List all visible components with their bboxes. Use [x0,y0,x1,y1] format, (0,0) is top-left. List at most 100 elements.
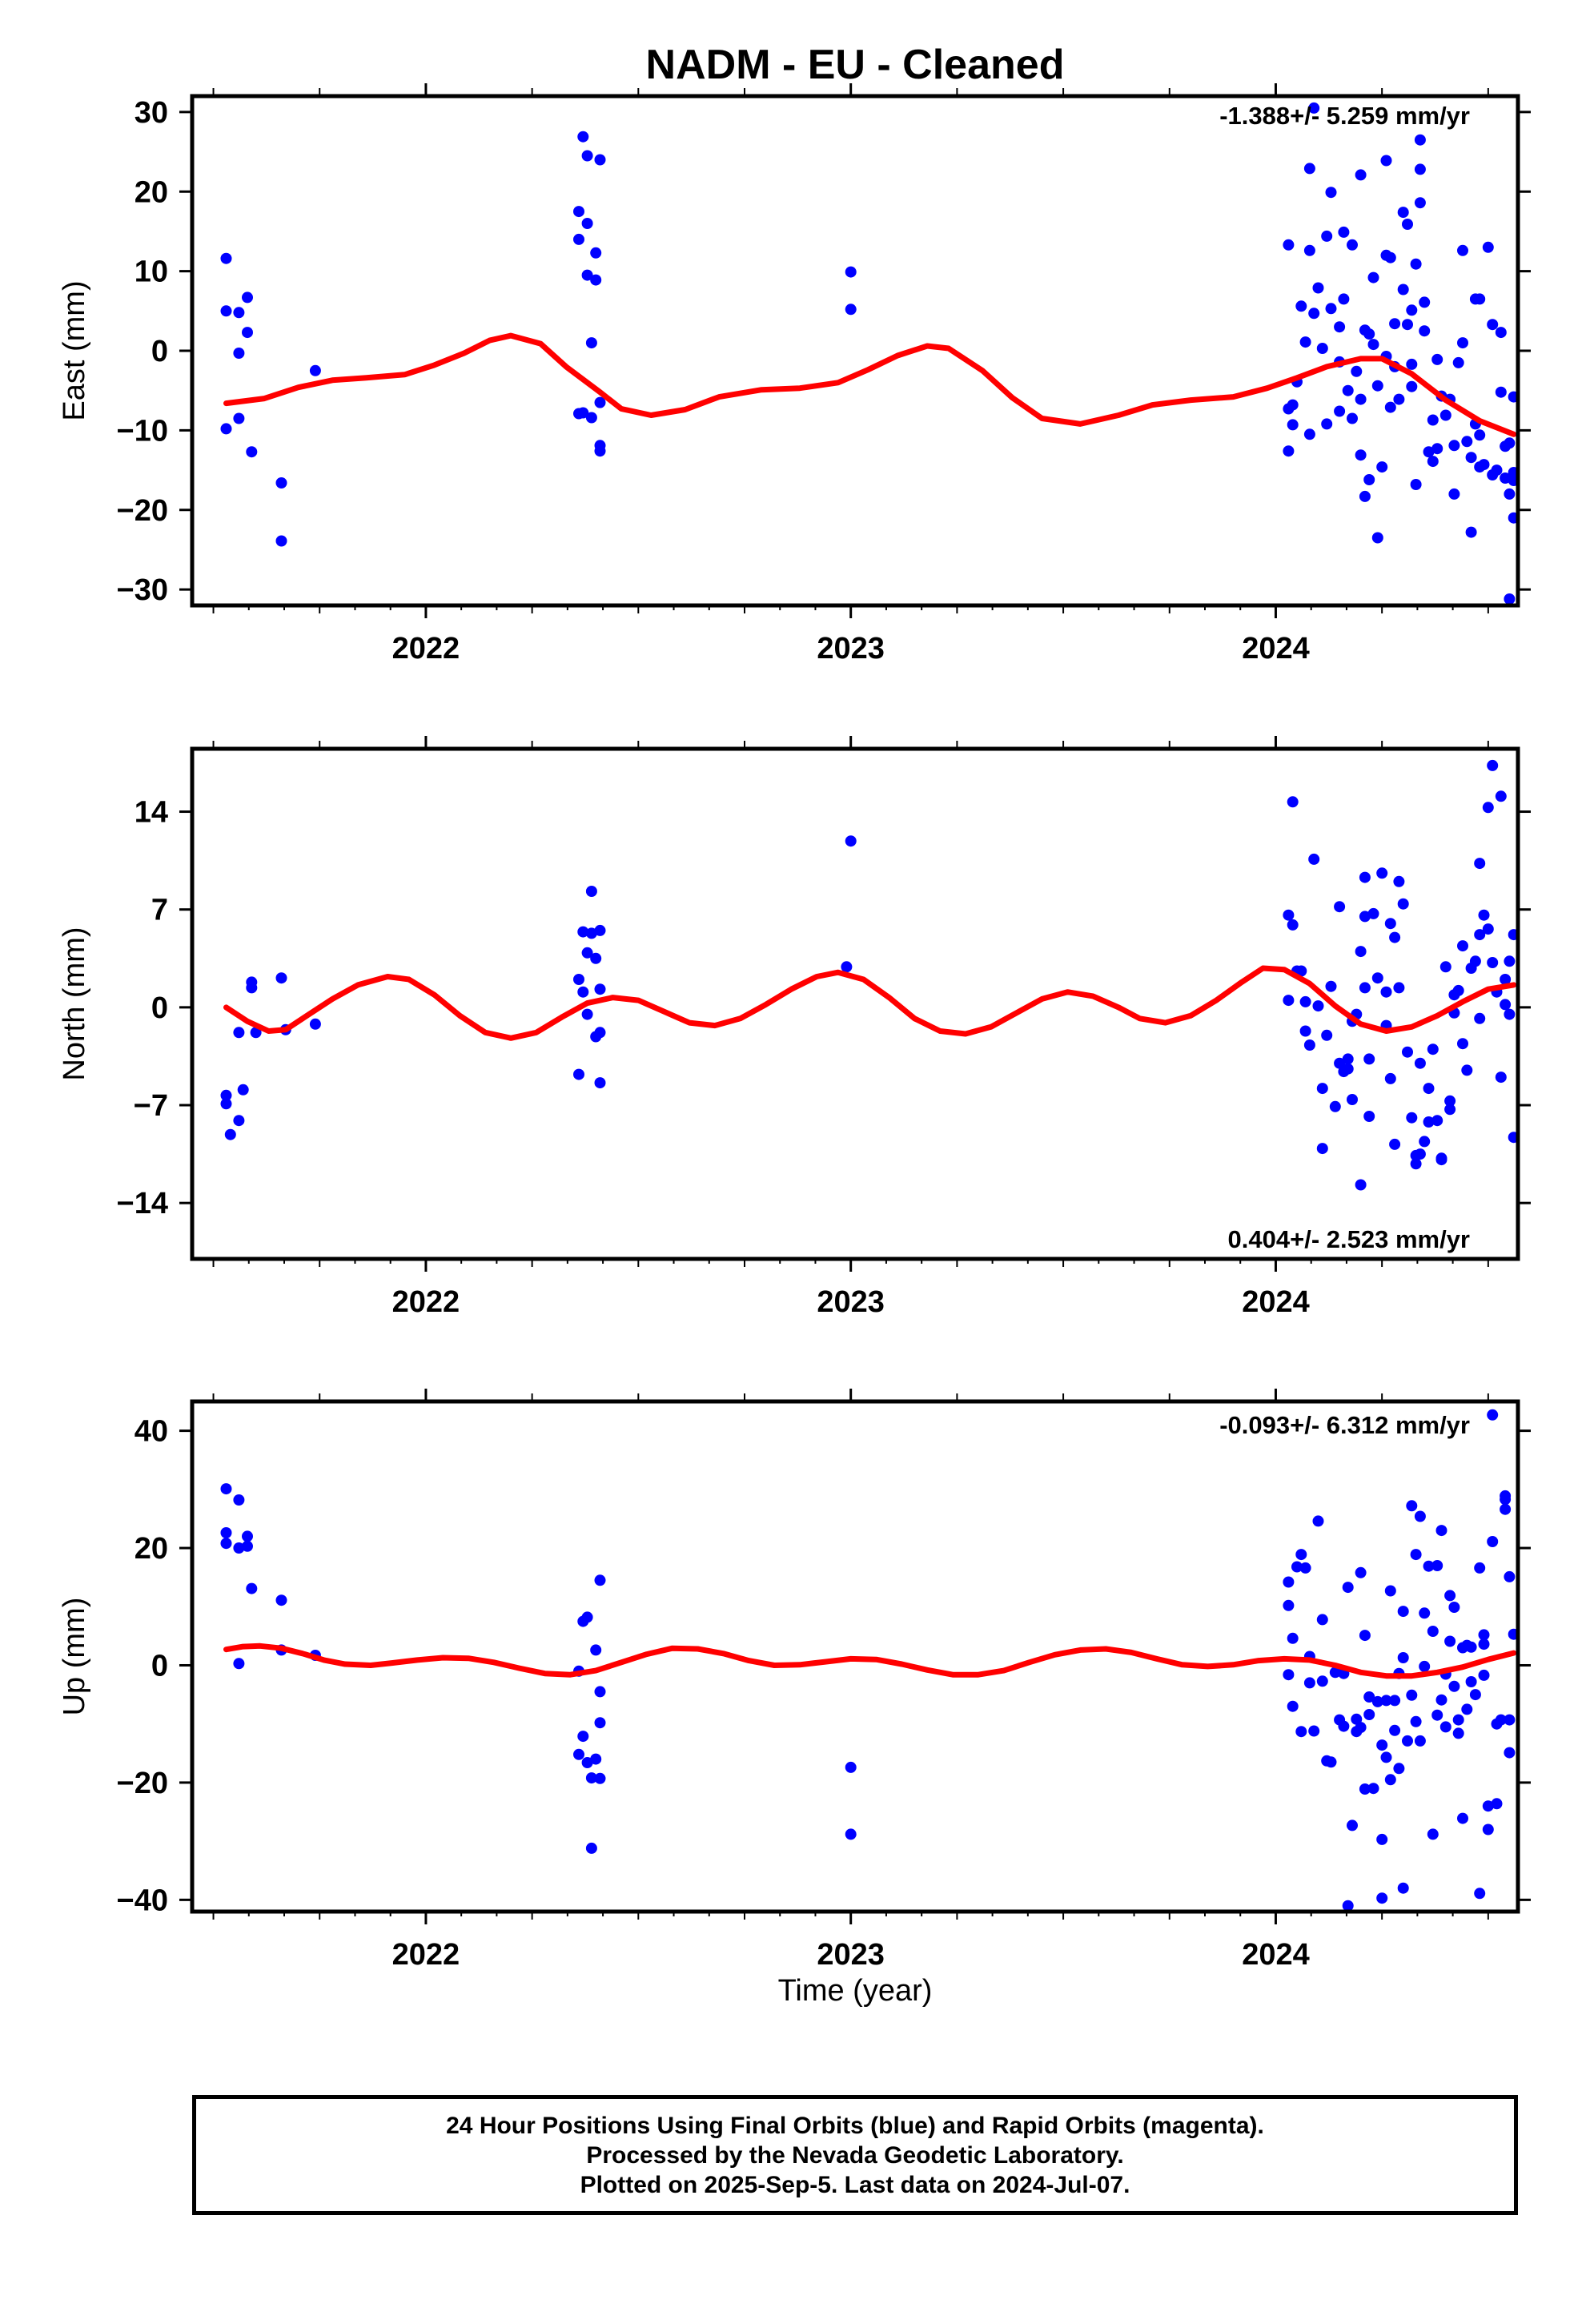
data-point [1419,296,1431,308]
data-point [845,304,857,316]
data-point [1397,207,1409,219]
y-tick-label: −20 [117,1767,168,1800]
data-point [1283,445,1295,457]
data-point [1410,1715,1422,1727]
data-point [1316,343,1328,354]
data-point [1338,226,1350,238]
data-point [250,1027,262,1039]
data-point [1367,1783,1379,1795]
data-point [220,1483,232,1495]
data-point [581,1008,593,1020]
data-point [233,412,245,424]
data-point [1491,464,1503,476]
data-point [242,327,253,339]
x-tick-label: 2022 [392,632,460,665]
data-point [845,835,857,847]
data-point [1487,759,1499,771]
data-point [573,206,584,218]
data-point [1303,244,1315,256]
data-point [845,1761,857,1773]
data-point [1474,1888,1486,1900]
fit-curve-up [223,1642,1517,1679]
data-point [1423,1116,1435,1128]
rate-label-east: -1.388+/- 5.259 mm/yr [1219,102,1470,130]
data-point [1439,961,1452,973]
data-point [1474,429,1486,441]
data-point [1465,526,1477,538]
data-point [1325,187,1337,199]
data-point [1334,901,1346,913]
x-tick-label: 2022 [392,1938,460,1972]
data-point [1347,412,1358,424]
data-point [1363,328,1375,340]
data-point [1371,972,1383,984]
data-point [594,1686,606,1698]
data-point [1504,955,1516,967]
data-point [1508,475,1518,486]
x-tick-label: 2024 [1242,632,1310,665]
data-point [1295,1549,1307,1561]
data-point [1504,488,1516,500]
x-tick-label: 2024 [1242,1938,1310,1972]
data-point [1359,982,1371,994]
data-point [309,1018,321,1030]
data-point [1457,337,1468,349]
data-point [1397,1882,1409,1894]
data-point [1406,358,1418,370]
data-point [577,131,589,143]
data-point [220,1538,232,1550]
data-point [1316,1143,1328,1155]
data-point [1299,995,1311,1007]
data-point [1452,356,1464,368]
data-point [1389,318,1401,330]
data-point [1457,940,1468,952]
data-point [1303,1677,1315,1689]
x-minor-ticks [212,741,1489,1267]
data-point [1342,384,1354,396]
data-point [1423,446,1435,458]
data-point [1452,1714,1464,1726]
y-tick-label: 20 [135,175,168,209]
data-point [1376,461,1388,473]
data-point [1435,1694,1447,1706]
data-point [233,1494,245,1506]
data-point [1444,1095,1456,1107]
data-point [1504,437,1516,449]
data-point [1393,982,1405,994]
data-point [1487,1536,1499,1547]
data-point [1321,1029,1333,1041]
panel-north: 2022 2023 2024 14 7 0 −7 −14 North (mm) 0.404+/- … [58,736,1531,1319]
y-tick-label: 0 [151,991,168,1025]
data-point [594,1574,606,1586]
data-point [1338,1720,1350,1732]
data-point [594,1717,606,1729]
y-tick-label: 10 [135,255,168,289]
data-point [1487,319,1499,331]
data-point [1508,929,1518,941]
data-point [1427,414,1439,426]
data-point [242,1540,253,1552]
data-point [1355,1722,1367,1734]
data-point [1474,929,1486,941]
data-point [1495,327,1507,339]
data-point [1312,1515,1324,1527]
data-point [1359,1783,1371,1795]
data-point [1465,1641,1477,1653]
data-point [1406,1112,1418,1124]
data-point [242,292,253,304]
y-tick-label: −7 [134,1089,168,1123]
data-point [1389,931,1401,943]
data-point [220,252,232,264]
data-point [1397,283,1409,296]
data-point [1465,452,1477,464]
data-point [581,1611,593,1623]
data-point [1347,239,1358,251]
data-point [1308,102,1320,114]
data-point [1478,1638,1490,1651]
data-point [577,926,589,938]
data-point [577,1731,589,1743]
data-point [1376,1739,1388,1751]
data-point [1287,399,1299,411]
y-tick-label: 0 [151,335,168,368]
data-point [1376,1833,1388,1845]
